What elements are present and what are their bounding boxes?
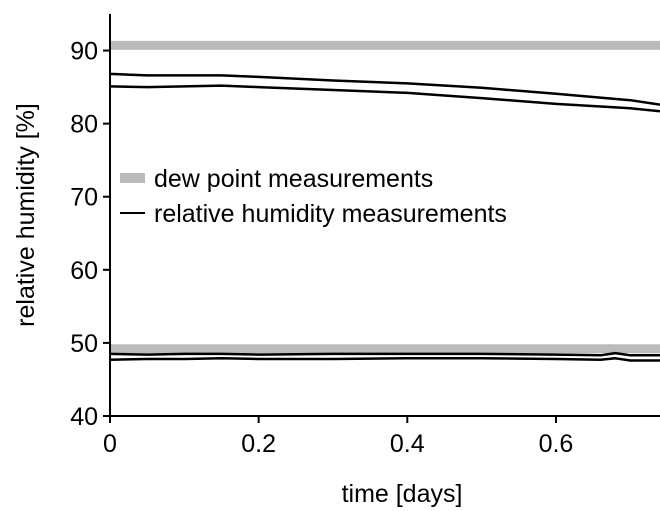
x-tick-label: 0.2 [241, 430, 276, 458]
axes [109, 14, 660, 417]
relative-humidity-line-2 [109, 351, 660, 357]
relative-humidity-line-0 [109, 72, 660, 106]
ticks: 0 0.2 0.4 0.6 40 50 60 70 80 90 [70, 38, 573, 458]
x-axis-label: time [days] [342, 480, 463, 508]
y-tick-label: 70 [70, 184, 98, 212]
plot-lines [109, 40, 660, 362]
y-tick-label: 90 [70, 38, 98, 66]
y-tick-label: 40 [70, 403, 98, 431]
x-tick-label: 0.4 [390, 430, 425, 458]
legend: dew point measurements relative humidity… [120, 165, 507, 228]
x-tick-label: 0 [103, 430, 117, 458]
y-tick-label: 50 [70, 330, 98, 358]
relative-humidity-line-1 [109, 84, 660, 113]
legend-label-dew-point: dew point measurements [154, 165, 433, 193]
relative-humidity-line-3 [109, 357, 660, 362]
x-tick-label: 0.6 [539, 430, 574, 458]
legend-label-relative-humidity: relative humidity measurements [154, 200, 507, 228]
y-tick-label: 60 [70, 257, 98, 285]
y-tick-label: 80 [70, 111, 98, 139]
y-axis-label: relative humidity [%] [12, 103, 40, 327]
